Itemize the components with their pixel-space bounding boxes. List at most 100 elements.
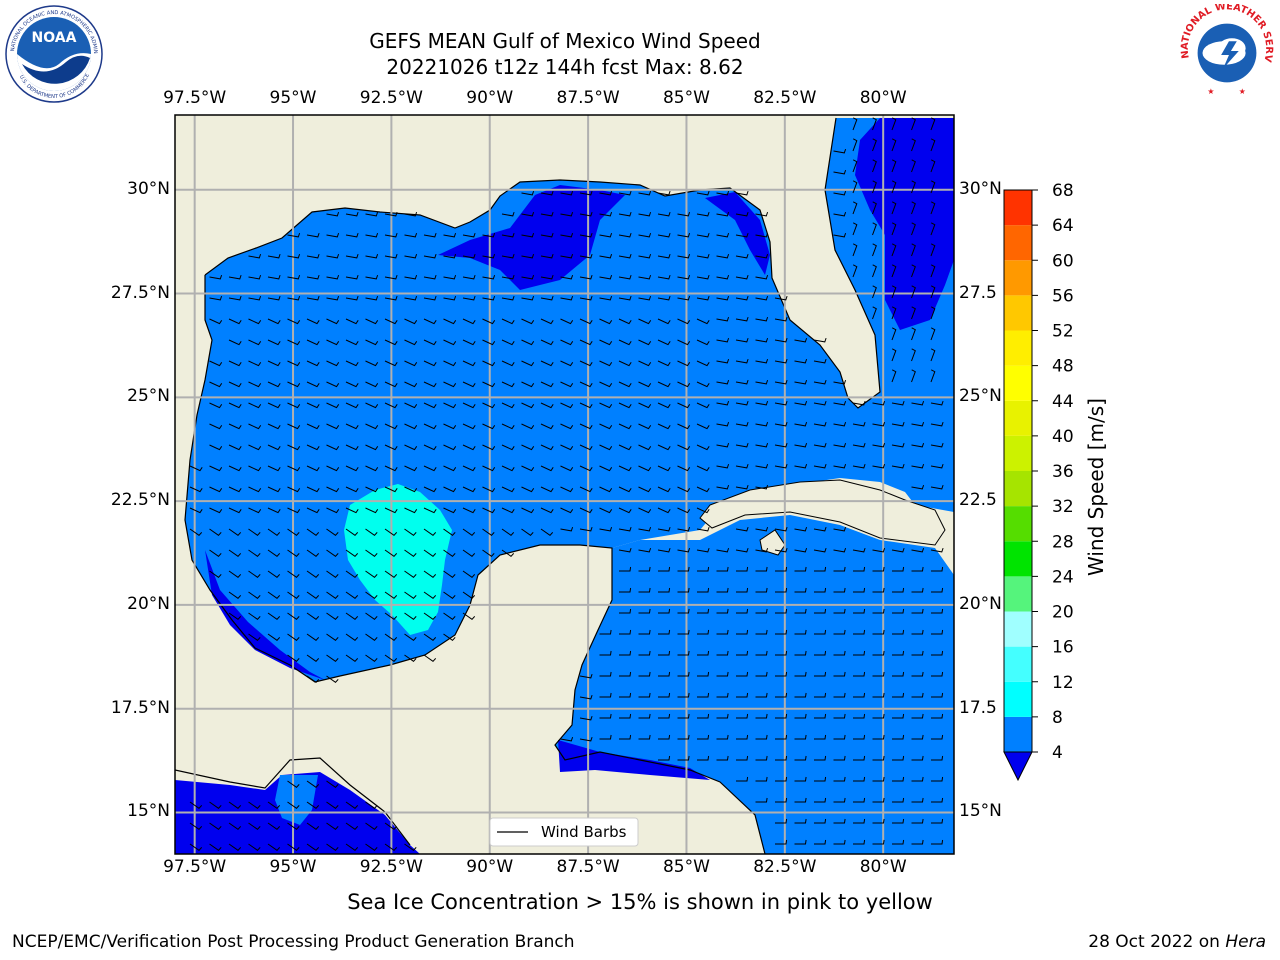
wind-barb-899 — [911, 818, 924, 824]
wind-barb-712 — [658, 629, 671, 635]
wind-barb-392 — [696, 423, 710, 430]
coastline-west-south — [184, 275, 766, 854]
wind-barb-768 — [833, 671, 846, 677]
wind-barb-472 — [755, 463, 769, 469]
wind-barb-158 — [248, 295, 262, 301]
wind-barb-480 — [911, 463, 925, 469]
wind-barb-749 — [872, 650, 885, 656]
wind-barb-306 — [462, 381, 476, 388]
wind-barb-144 — [638, 274, 652, 280]
wind-barb-771 — [892, 671, 905, 677]
wind-barb-494 — [423, 486, 437, 493]
wind-barb-459 — [501, 465, 515, 472]
wind-barb-207 — [540, 318, 554, 325]
wind-barb-345 — [521, 402, 535, 409]
wind-barb-384 — [540, 423, 554, 430]
wind-barb-244 — [618, 339, 632, 346]
wind-barb-590 — [618, 547, 632, 553]
wind-barb-331 — [248, 402, 262, 409]
wind-barb-622 — [638, 566, 651, 572]
wind-barb-589 — [501, 549, 515, 557]
wind-barb-389 — [638, 423, 652, 430]
wind-barb-851 — [755, 776, 768, 782]
wind-barb-491 — [365, 486, 379, 493]
wind-barb-302 — [384, 381, 398, 388]
wind-barb-608 — [228, 570, 242, 578]
wind-barb-415 — [404, 444, 418, 451]
wind-barb-495 — [443, 486, 457, 493]
wind-barb-261 — [267, 360, 281, 367]
wind-barb-692 — [833, 608, 846, 614]
wind-barb-17 — [521, 190, 535, 196]
wind-barb-129 — [345, 274, 359, 280]
wind-barb-437 — [833, 442, 847, 448]
colorbar-tick-label-8: 36 — [1052, 462, 1074, 482]
wind-barb-860 — [931, 776, 944, 782]
wind-barb-274 — [521, 360, 535, 367]
wind-barb-678 — [423, 612, 437, 620]
wind-barb-803 — [775, 713, 788, 719]
colorbar-segment-4 — [1004, 576, 1032, 612]
wind-barb-380 — [462, 423, 476, 430]
wind-barb-280 — [638, 360, 652, 367]
wind-barb-733 — [404, 654, 417, 662]
wind-barb-828 — [872, 734, 885, 740]
wind-barb-634 — [872, 566, 885, 572]
wind-barb-295 — [248, 381, 262, 388]
wind-barb-137 — [501, 274, 515, 280]
wind-barb-5 — [833, 148, 847, 154]
wind-barb-179 — [657, 295, 671, 301]
wind-barb-870 — [365, 801, 378, 809]
wind-barb-105 — [540, 253, 554, 259]
wind-barb-409 — [287, 444, 301, 451]
wind-barb-80 — [696, 232, 710, 238]
wind-barb-911 — [384, 843, 398, 851]
wind-barb-370 — [267, 423, 281, 430]
wind-barb-338 — [384, 402, 398, 409]
wind-barb-291 — [911, 348, 916, 362]
wind-barb-123 — [228, 274, 242, 280]
y-tick-right-4: 20°N — [959, 593, 1002, 614]
wind-barb-176 — [599, 295, 613, 301]
wind-barb-429 — [677, 444, 691, 451]
wind-barb-631 — [814, 566, 827, 572]
wind-barb-532 — [540, 507, 554, 514]
wind-barb-465 — [618, 465, 632, 472]
wind-barb-321 — [755, 379, 769, 385]
wind-barb-628 — [755, 566, 768, 572]
wind-barb-120 — [911, 243, 916, 257]
wind-barb-74 — [579, 232, 593, 238]
wind-barb-241 — [560, 339, 574, 346]
wind-barb-128 — [326, 274, 340, 280]
colorbar-tick-label-0: 68 — [1052, 181, 1074, 201]
wind-barb-54 — [852, 201, 858, 215]
x-tick-top-1: 95°W — [269, 88, 317, 108]
wind-barb-441 — [911, 442, 925, 448]
wind-barb-632 — [833, 566, 846, 572]
wind-barb-49 — [696, 211, 710, 217]
wind-barb-342 — [462, 402, 476, 409]
wind-barb-839 — [794, 755, 807, 761]
wind-barb-180 — [677, 295, 691, 301]
wind-barb-635 — [892, 566, 905, 572]
wind-barb-395 — [755, 421, 769, 427]
wind-barb-528 — [462, 507, 476, 514]
wind-barb-859 — [911, 776, 924, 782]
wind-barb-747 — [833, 650, 846, 656]
wind-barb-779 — [677, 692, 690, 698]
wind-barb-833 — [677, 755, 690, 761]
wind-barb-621 — [619, 566, 632, 572]
wind-barb-117 — [852, 243, 858, 257]
wind-barb-782 — [736, 692, 749, 698]
wind-barb-136 — [482, 274, 496, 280]
wind-barb-790 — [892, 692, 905, 698]
wind-barb-604 — [891, 547, 905, 553]
wind-barb-719 — [794, 629, 807, 635]
wind-barb-320 — [735, 379, 749, 385]
wind-barb-51 — [735, 211, 749, 217]
wind-barb-6 — [852, 138, 858, 152]
wind-barb-150 — [755, 274, 769, 280]
legend-label: Wind Barbs — [541, 823, 627, 841]
wind-barb-199 — [384, 318, 398, 325]
wind-barb-919 — [892, 839, 905, 845]
